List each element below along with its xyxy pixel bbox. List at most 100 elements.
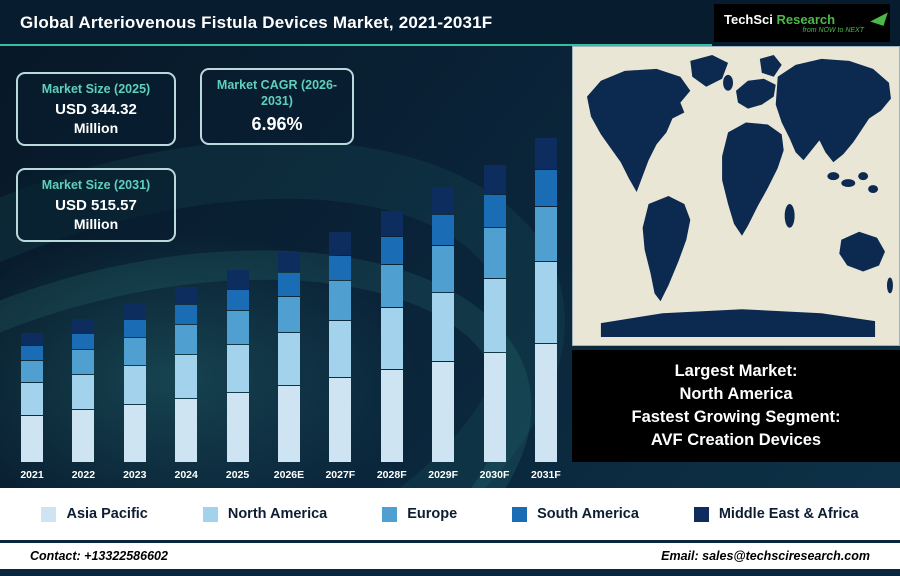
bar-segment-asia-pacific: [21, 415, 43, 462]
legend-item-middle-east-africa: Middle East & Africa: [693, 506, 859, 522]
bar-segment-europe: [483, 228, 506, 279]
stacked-bar: [277, 251, 300, 462]
stacked-bar: [432, 186, 455, 462]
footer: Contact: +13322586602 Email: sales@techs…: [0, 540, 900, 576]
bar-column: 2029F: [423, 186, 463, 482]
market-size-2031-value: USD 515.57: [55, 196, 137, 214]
stacked-bar: [123, 303, 146, 462]
bar-segment-europe: [175, 324, 198, 354]
bar-column: 2025: [218, 269, 258, 482]
stacked-bar: [226, 269, 249, 462]
bar-column: 2022: [63, 318, 103, 482]
bar-column: 2031F: [526, 137, 566, 482]
bar-segment-south-america: [432, 214, 455, 245]
bar-segment-south-america: [72, 333, 95, 349]
footer-email: Email: sales@techsciresearch.com: [661, 549, 870, 563]
logo-brand-1: TechSci: [724, 11, 773, 27]
largest-market-caption: Largest Market: North America Fastest Gr…: [572, 350, 900, 462]
footer-contact: Contact: +13322586602: [30, 549, 168, 563]
caption-line-fastest-segment-label: Fastest Growing Segment:: [631, 408, 841, 426]
x-axis-label: 2022: [71, 469, 96, 481]
bar-segment-asia-pacific: [123, 405, 146, 462]
bar-segment-europe: [329, 281, 352, 320]
header: Global Arteriovenous Fistula Devices Mar…: [0, 0, 900, 46]
legend-item-south-america: South America: [512, 506, 639, 522]
bar-segment-north-america: [277, 333, 300, 385]
bar-segment-middle-east-africa: [380, 210, 403, 236]
legend-swatch: [382, 506, 398, 522]
stacked-bar: [329, 231, 352, 462]
legend-item-north-america: North America: [202, 506, 327, 522]
legend: Asia Pacific North America Europe South Ame…: [0, 488, 900, 540]
legend-item-asia-pacific: Asia Pacific: [41, 506, 148, 522]
logo-brand-text: TechSci Research: [724, 11, 882, 27]
bar-segment-north-america: [534, 262, 557, 343]
x-axis-label: 2024: [174, 469, 198, 481]
legend-swatch: [693, 506, 709, 522]
bar-segment-north-america: [329, 320, 352, 378]
bar-segment-north-america: [432, 293, 455, 361]
bar-segment-asia-pacific: [483, 353, 506, 462]
bar-segment-north-america: [226, 344, 249, 392]
bar-segment-middle-east-africa: [226, 270, 249, 289]
bar-segment-middle-east-africa: [534, 138, 557, 170]
x-axis-label: 2029F: [428, 469, 459, 481]
bar-column: 2021: [12, 332, 52, 482]
bar-segment-south-america: [534, 170, 557, 206]
bar-segment-north-america: [175, 354, 198, 398]
world-map: [572, 46, 900, 346]
bar-segment-middle-east-africa: [483, 164, 506, 194]
bar-segment-south-america: [380, 236, 403, 264]
caption-line-largest-market-label: Largest Market:: [674, 361, 798, 380]
bar-segment-north-america: [483, 279, 506, 353]
bar-column: 2024: [166, 286, 206, 482]
bar-chart: 2021 2022 2023 2024 2025 2026E 2027F 2028F 2029F…: [12, 114, 566, 482]
bar-segment-asia-pacific: [329, 378, 352, 462]
logo-brand-2: Research: [776, 11, 836, 27]
caption-line-largest-market-value: North America: [679, 384, 793, 403]
stacked-bar: [534, 137, 557, 462]
x-axis-label: 2031F: [531, 469, 561, 481]
bar-column: 2027F: [320, 231, 360, 482]
bar-segment-middle-east-africa: [175, 287, 198, 305]
bar-segment-europe: [277, 296, 300, 333]
market-cagr-box: Market CAGR (2026-2031) 6.96%: [200, 68, 354, 146]
stacked-bar: [21, 332, 43, 462]
bar-segment-south-america: [175, 305, 198, 324]
x-axis-label: 2026E: [273, 469, 305, 481]
bar-segment-asia-pacific: [534, 343, 557, 462]
bar-segment-south-america: [277, 273, 300, 296]
bar-segment-middle-east-africa: [21, 332, 43, 345]
techsci-logo: TechSci Research from NOW to NEXT: [714, 4, 890, 42]
map-panel: Largest Market: North America Fastest Gr…: [572, 46, 900, 488]
x-axis-label: 2021: [20, 469, 44, 481]
market-size-2025-title: Market Size (2025): [41, 82, 151, 96]
market-size-2025-value: USD 344.32: [55, 100, 137, 118]
bar-segment-europe: [226, 311, 249, 344]
stacked-bar: [175, 286, 198, 462]
bar-segment-north-america: [123, 365, 146, 404]
bar-segment-europe: [534, 206, 557, 262]
bar-segment-middle-east-africa: [72, 318, 95, 333]
bar-column: 2028F: [372, 210, 412, 482]
market-size-2025-unit: Million: [73, 119, 119, 136]
bar-segment-europe: [380, 264, 403, 307]
bar-segment-middle-east-africa: [277, 251, 300, 273]
bar-segment-asia-pacific: [72, 410, 95, 462]
bar-segment-middle-east-africa: [432, 186, 455, 214]
world-map-svg: [573, 47, 899, 345]
market-size-2031-unit: Million: [73, 215, 119, 232]
bar-column: 2026E: [269, 251, 309, 482]
legend-swatch: [202, 506, 218, 522]
bar-segment-europe: [72, 349, 95, 374]
bar-segment-asia-pacific: [277, 385, 300, 462]
bar-segment-south-america: [329, 255, 352, 281]
stacked-bar: [72, 318, 95, 462]
x-axis-label: 2030F: [479, 469, 510, 481]
legend-swatch: [512, 506, 528, 522]
bar-segment-south-america: [226, 289, 249, 311]
x-axis-label: 2027F: [325, 469, 356, 481]
bar-segment-north-america: [72, 374, 95, 410]
legend-item-europe: Europe: [382, 506, 457, 522]
